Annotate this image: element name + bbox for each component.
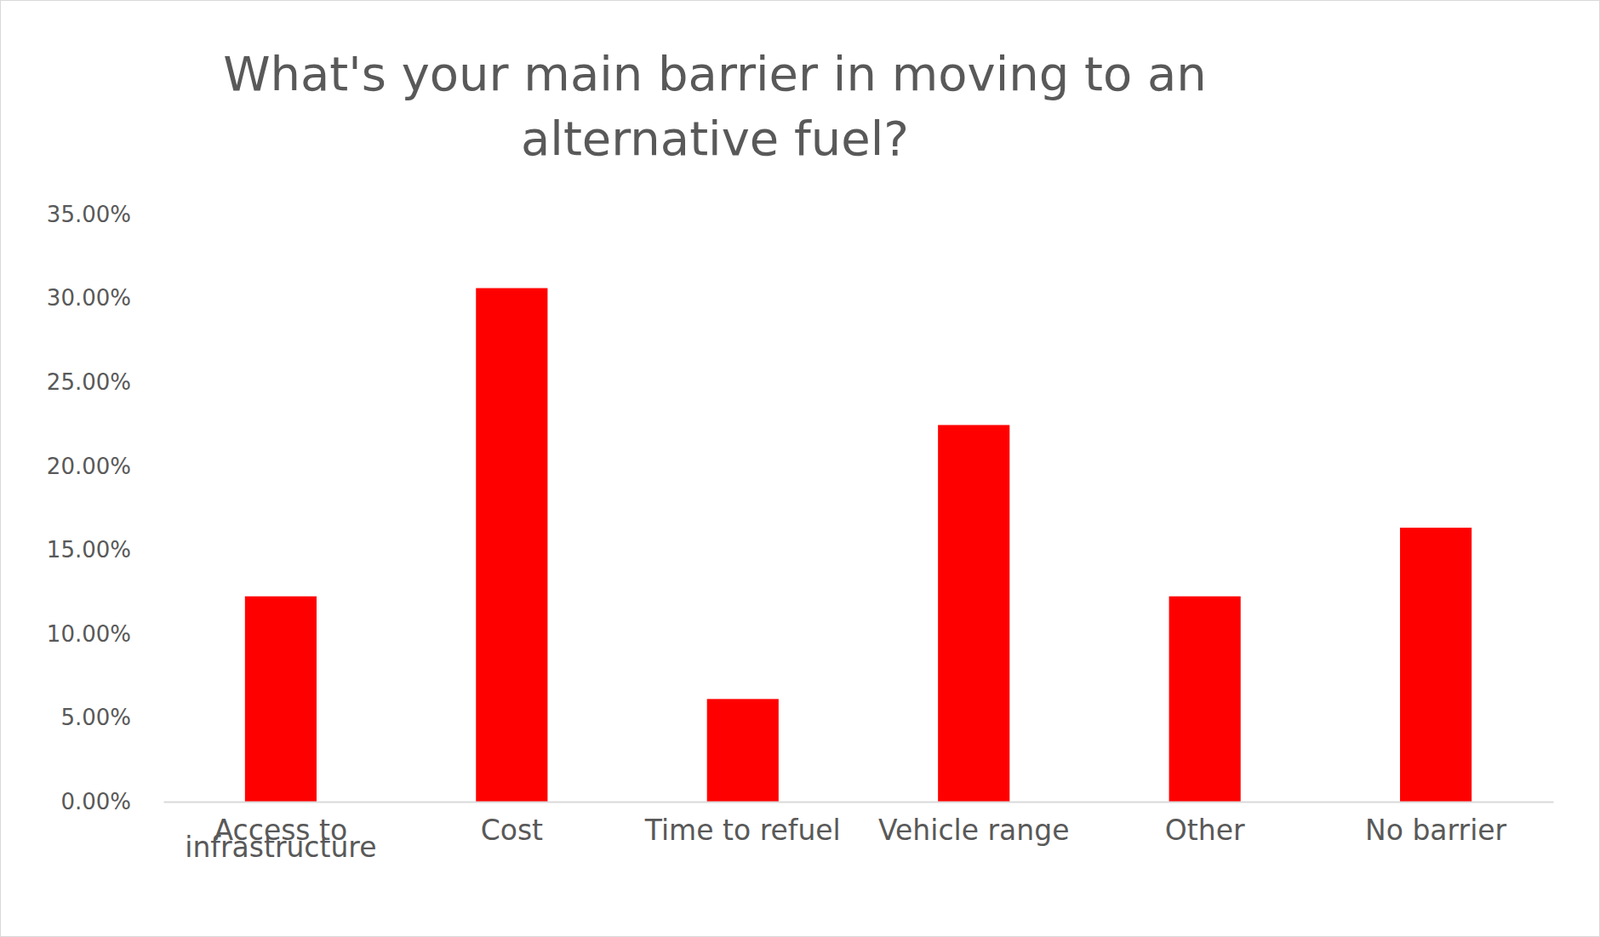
x-tick-label: Time to refuel [644, 813, 841, 847]
x-axis-line [164, 801, 1555, 804]
x-tick-label: No barrier [1365, 813, 1508, 847]
y-tick: 20.00% [46, 453, 164, 480]
y-tick-label: 15.00% [46, 537, 132, 563]
x-axis: Access toinfrastructure Cost Time to refue… [164, 802, 1555, 864]
chart: What's your main barrier in moving to an… [0, 0, 1600, 937]
y-tick-label: 35.00% [46, 201, 132, 228]
y-tick-label: 0.00% [60, 788, 132, 815]
chart-border [0, 0, 1600, 937]
bar [1169, 596, 1241, 802]
text-line: No barrier [1365, 813, 1508, 847]
y-tick-label: 10.00% [46, 621, 132, 647]
x-tick: Vehicle range [878, 813, 1069, 847]
text-line: What's your main barrier in moving to an [222, 45, 1207, 102]
x-tick: Time to refuel [644, 813, 841, 847]
y-tick: 5.00% [60, 704, 164, 731]
y-tick: 25.00% [46, 369, 164, 395]
text-line: Vehicle range [878, 813, 1069, 847]
y-tick: 35.00% [46, 201, 164, 228]
y-axis-line [163, 215, 165, 803]
text-line: infrastructure [184, 830, 377, 864]
y-tick: 10.00% [46, 621, 164, 647]
bar [475, 288, 548, 802]
y-tick-label: 25.00% [46, 369, 132, 395]
text-line: alternative fuel? [520, 110, 909, 166]
x-tick-label: Vehicle range [878, 813, 1069, 847]
x-tick: Cost [480, 813, 543, 847]
text-line: Cost [480, 813, 543, 847]
x-tick-label: Cost [480, 813, 543, 847]
bar [937, 424, 1010, 802]
x-tick: Access toinfrastructure [184, 813, 377, 863]
x-tick-label: Access toinfrastructure [184, 813, 377, 863]
bar [1400, 527, 1472, 802]
x-tick-label: Other [1165, 813, 1246, 847]
bar [245, 596, 317, 802]
x-tick: Other [1165, 813, 1246, 847]
y-tick-label: 5.00% [60, 704, 132, 731]
text-line: Other [1165, 813, 1246, 847]
text-line: Time to refuel [644, 813, 841, 847]
x-tick: No barrier [1365, 813, 1508, 847]
y-tick: 15.00% [46, 537, 164, 563]
bars [245, 288, 1472, 802]
y-axis: 0.00% 5.00% 10.00% 15.00% 20.00% 25.00% 30.00%… [46, 201, 165, 815]
y-tick: 30.00% [46, 285, 164, 311]
y-tick-label: 30.00% [46, 285, 132, 311]
title: What's your main barrier in moving to an… [222, 45, 1207, 166]
bar [707, 698, 779, 802]
y-tick: 0.00% [60, 788, 164, 815]
y-tick-label: 20.00% [46, 453, 132, 480]
